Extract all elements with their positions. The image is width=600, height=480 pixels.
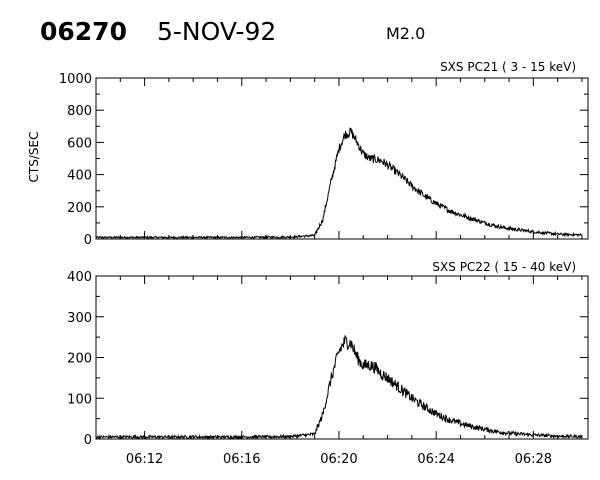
x-tick-label: 06:20 <box>320 452 357 467</box>
x-tick-label: 06:12 <box>126 452 163 467</box>
flare-class: M2.0 <box>386 24 425 43</box>
y-tick-label: 1000 <box>59 72 92 87</box>
y-tick-label: 0 <box>84 233 92 248</box>
panel-title-pc21: SXS PC21 ( 3 - 15 keV) <box>440 60 576 74</box>
panel-pc22: SXS PC22 ( 15 - 40 keV) 0 100 200 300 400 06… <box>67 260 589 467</box>
event-date: 5-NOV-92 <box>157 17 276 46</box>
event-id: 06270 <box>40 17 127 46</box>
panel-title-pc22: SXS PC22 ( 15 - 40 keV) <box>432 260 576 274</box>
plot-frame-pc22 <box>95 275 589 440</box>
series-line-pc22 <box>95 335 583 441</box>
y-tick-label: 400 <box>67 270 92 285</box>
plot-frame-pc21 <box>95 77 589 240</box>
y-axis-label: CTS/SEC <box>27 132 41 183</box>
y-tick-label: 800 <box>67 104 92 119</box>
y-tick-label: 300 <box>67 311 92 326</box>
y-tick-label: 400 <box>67 169 92 184</box>
y-tick-label: 600 <box>67 136 92 151</box>
x-tick-label: 06:28 <box>515 452 552 467</box>
y-tick-label: 100 <box>67 392 92 407</box>
panel-pc21: SXS PC21 ( 3 - 15 keV) CTS/SEC 0 200 400 60… <box>27 60 589 248</box>
y-tick-label: 200 <box>67 352 92 367</box>
y-tick-label: 200 <box>67 201 92 216</box>
x-tick-label: 06:16 <box>223 452 260 467</box>
y-tick-label: 0 <box>84 433 92 448</box>
y-tick-labels-pc21: 0 200 400 600 800 1000 <box>59 72 92 248</box>
x-tick-labels: 06:12 06:16 06:20 06:24 06:28 <box>126 452 552 467</box>
series-line-pc21 <box>95 127 583 240</box>
y-tick-labels-pc22: 0 100 200 300 400 <box>67 270 92 448</box>
x-tick-label: 06:24 <box>417 452 454 467</box>
